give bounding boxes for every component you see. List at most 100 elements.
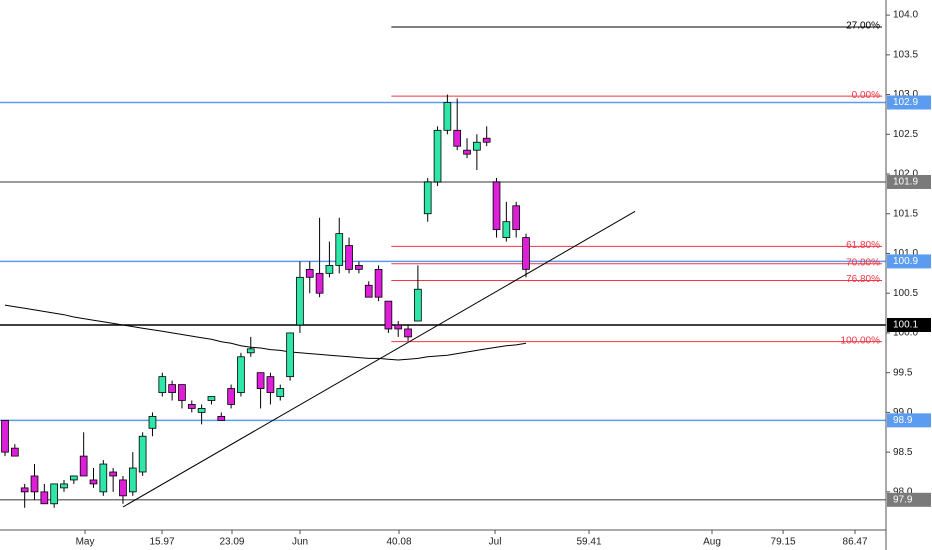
candle <box>315 217 324 298</box>
candle <box>266 372 275 405</box>
candle-body <box>325 264 334 274</box>
candle <box>217 412 226 421</box>
y-tick-label: 103.5 <box>893 49 918 60</box>
candle <box>463 138 471 159</box>
candle-body <box>109 471 117 477</box>
candle-body <box>404 328 412 338</box>
candle-body <box>227 388 235 405</box>
candle <box>30 464 39 500</box>
candle <box>345 237 353 274</box>
price-level-tag <box>887 317 931 332</box>
candle-body <box>315 272 324 294</box>
candle-body <box>384 300 393 330</box>
candle <box>109 468 117 492</box>
candle <box>40 483 49 505</box>
candle <box>296 261 304 333</box>
price-level-tag-label: 97.9 <box>893 494 913 505</box>
candle <box>20 483 29 508</box>
fib-level-label: 0.00% <box>852 90 880 101</box>
candle <box>492 177 501 238</box>
candle <box>11 444 19 457</box>
price-level-tag <box>887 174 931 189</box>
y-tick-label: 99.0 <box>893 407 913 418</box>
candle <box>158 372 167 397</box>
candle <box>79 432 88 477</box>
y-tick-label: 100.5 <box>893 288 918 299</box>
candle-body <box>433 129 442 183</box>
x-tick-label: Aug <box>703 537 721 548</box>
candle-body <box>286 332 294 378</box>
candle-body <box>99 463 108 493</box>
candle <box>286 332 294 381</box>
candle <box>423 177 432 222</box>
candle <box>119 475 127 504</box>
x-tick-label: Jul <box>489 537 502 548</box>
candle <box>148 412 157 437</box>
candle-body <box>89 479 98 485</box>
candle-body <box>197 408 206 413</box>
candle-body <box>1 419 9 453</box>
trendline <box>122 210 636 508</box>
candle-body <box>492 181 501 231</box>
y-tick-label: 102.5 <box>893 129 918 140</box>
price-level-tag <box>887 95 931 110</box>
price-level-tag <box>887 492 931 507</box>
candle-body <box>266 376 275 393</box>
candle <box>443 94 452 135</box>
price-level-tag-label: 102.9 <box>893 97 918 108</box>
candle <box>237 352 245 397</box>
candle <box>325 241 334 278</box>
candle-body <box>423 181 432 215</box>
candle-body <box>119 479 127 497</box>
candle <box>374 265 383 302</box>
candle <box>335 217 344 274</box>
candle-body <box>187 404 196 409</box>
candle-body <box>414 288 422 322</box>
candle-body <box>502 221 511 238</box>
candle <box>178 384 186 409</box>
candle <box>364 281 373 298</box>
x-tick-label: May <box>76 537 95 548</box>
candle <box>305 261 314 294</box>
candle-body <box>482 137 491 143</box>
price-level-tag-label: 100.1 <box>893 320 918 331</box>
candle-body <box>522 237 530 270</box>
candle <box>482 126 491 147</box>
x-tick-label: 59.41 <box>577 537 602 548</box>
candle-body <box>335 233 344 266</box>
y-tick-label: 98.0 <box>893 486 913 497</box>
candle <box>522 233 530 278</box>
y-tick-label: 104.0 <box>893 10 918 21</box>
price-level-tag-label: 101.9 <box>893 177 918 188</box>
candle <box>502 201 511 242</box>
candle <box>384 300 393 333</box>
candle-body <box>512 205 521 231</box>
y-tick-label: 99.5 <box>893 367 913 378</box>
candle-body <box>355 264 363 270</box>
candle <box>138 432 147 476</box>
candle-body <box>237 356 245 393</box>
candle <box>394 321 403 337</box>
fib-level-label: 27.00% <box>846 21 880 32</box>
x-tick-label: Jun <box>292 537 308 548</box>
candle-body <box>30 475 39 493</box>
fib-level-label: 61.80% <box>846 240 880 251</box>
candle <box>433 126 442 186</box>
candle-body <box>345 245 353 270</box>
candle-body <box>217 415 226 421</box>
candle-body <box>79 455 88 477</box>
candle <box>69 475 78 484</box>
x-tick-label: 86.47 <box>843 537 868 548</box>
candle <box>128 452 137 496</box>
candle-body <box>50 483 59 505</box>
candle-body <box>246 348 255 354</box>
fib-level-label: 100.00% <box>841 335 881 346</box>
candle-body <box>138 435 147 473</box>
candle-body <box>296 276 304 326</box>
candle <box>355 261 363 274</box>
fib-level-label: 76.80% <box>846 274 880 285</box>
y-tick-label: 98.5 <box>893 447 913 458</box>
candle <box>50 483 59 508</box>
candle-body <box>453 129 462 147</box>
